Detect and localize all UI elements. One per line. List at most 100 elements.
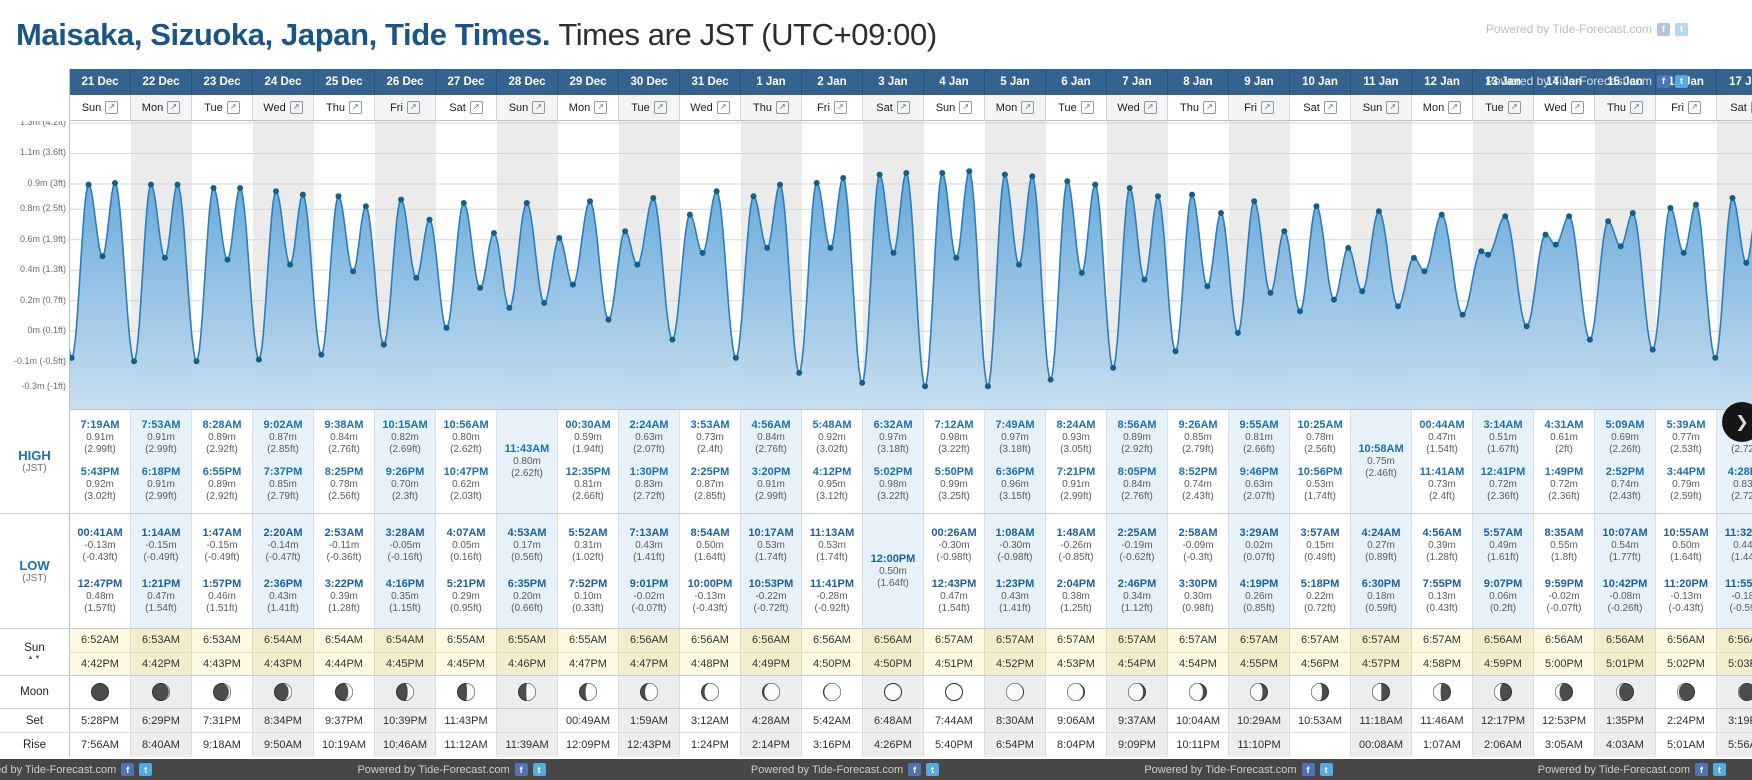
sun-row-toggle-icon[interactable]: ▲▼ [27, 655, 42, 661]
day-link[interactable]: Wed ↗ [1107, 95, 1168, 121]
facebook-icon[interactable]: f [1694, 763, 1708, 776]
facebook-icon[interactable]: f [1301, 763, 1315, 776]
day-link-label: Tue [1058, 101, 1077, 114]
day-link-label: Sun [81, 101, 102, 114]
low-tide-entry-time: 2:36PM [263, 577, 303, 590]
twitter-icon[interactable]: t [532, 763, 546, 776]
tide-point [413, 274, 420, 281]
low-cell: 2:25AM -0.19m (-0.62ft) 2:46PM 0.34m (1.12ft) [1107, 514, 1168, 628]
day-link[interactable]: Thu ↗ [741, 95, 802, 121]
low-tide-entry-time: 1:47AM [202, 527, 242, 540]
twitter-icon[interactable]: t [1319, 763, 1333, 776]
facebook-icon[interactable]: f [1657, 22, 1670, 36]
high-tide-entry-time: 4:56AM [751, 419, 791, 431]
low-cell: 5:57AM 0.49m (1.61ft) 9:07PM 0.06m (0.2ft) [1473, 514, 1534, 628]
facebook-icon[interactable]: f [1657, 74, 1670, 88]
tide-point [148, 181, 154, 188]
facebook-icon[interactable]: f [121, 763, 135, 776]
date-header-row: 21 Dec 22 Dec 23 Dec 24 Dec 25 Dec 26 Dec 27 D… [0, 69, 1752, 95]
low-tide-entry: 5:52AM 0.31m (1.02ft) [558, 527, 618, 564]
high-tide-entry-height-m: 0.95m [818, 479, 846, 490]
high-tide-entry: 12:35PM 0.81m (2.66ft) [558, 466, 618, 503]
day-link[interactable]: Sat↗ [1717, 95, 1752, 121]
twitter-icon[interactable]: t [1675, 22, 1688, 36]
sun-cell: 6:54AM 4:43PM [253, 629, 314, 675]
day-link[interactable]: Wed ↗ [680, 95, 741, 121]
day-link[interactable]: Sun ↗ [497, 95, 558, 121]
moonrise-row-label: Rise [0, 733, 70, 757]
tide-point [70, 354, 75, 361]
low-tide-row: LOW (JST) 00:41AM -0.13m (-0.43ft) 12:47PM 0.4… [0, 514, 1752, 629]
day-link[interactable]: Tue ↗ [192, 95, 253, 121]
low-tide-entry-time: 4:07AM [446, 527, 486, 540]
day-link[interactable]: Wed ↗ [1534, 95, 1595, 121]
sunset-time: 5:01PM [1595, 652, 1655, 675]
tide-point [255, 356, 262, 363]
low-tide-entry-time: 8:54AM [690, 527, 730, 540]
low-cell: 1:47AM -0.15m (-0.49ft) 1:57PM 0.46m (1.51ft) [192, 514, 253, 628]
low-tide-entry: 1:57PM 0.46m (1.51ft) [192, 578, 252, 615]
date-header: 11 Jan [1351, 69, 1412, 95]
tide-point [686, 211, 693, 218]
moonrise-time: 00:08AM [1351, 733, 1412, 757]
twitter-icon[interactable]: t [1675, 74, 1688, 88]
tide-point [796, 369, 803, 376]
twitter-icon[interactable]: t [1712, 763, 1726, 776]
day-link[interactable]: Sat↗ [863, 95, 924, 121]
sunset-time: 4:44PM [314, 652, 374, 675]
low-tide-entry-height-m: 0.54m [1611, 540, 1639, 552]
tide-point [541, 299, 548, 306]
twitter-icon[interactable]: t [139, 763, 153, 776]
day-link[interactable]: Sat↗ [436, 95, 497, 121]
low-cell: 3:29AM 0.02m (0.07ft) 4:19PM 0.26m (0.85ft) [1229, 514, 1290, 628]
day-link[interactable]: Tue ↗ [1046, 95, 1107, 121]
low-tide-entry: 3:57AM 0.15m (0.49ft) [1290, 527, 1350, 564]
high-tide-entry-height-ft: (2.92ft) [206, 491, 238, 502]
high-tide-entry: 5:50PM 0.99m (3.25ft) [924, 466, 984, 503]
day-link[interactable]: Fri ↗ [802, 95, 863, 121]
low-tide-entry-height-ft: (1.57ft) [84, 602, 116, 614]
day-link[interactable]: Mon ↗ [558, 95, 619, 121]
day-link[interactable]: Thu ↗ [1168, 95, 1229, 121]
moon-phase-icon [1311, 683, 1329, 701]
high-tide-entry-height-m: 0.92m [818, 432, 846, 443]
day-link[interactable]: Thu ↗ [1595, 95, 1656, 121]
sun-cell: 6:57AM 4:54PM [1107, 629, 1168, 675]
low-tide-entry: 5:21PM 0.29m (0.95ft) [436, 578, 496, 615]
day-link[interactable]: Wed ↗ [253, 95, 314, 121]
sun-row: Sun ▲▼ 6:52AM 4:42PM 6:53AM 4:42PM 6:53AM 4:43P… [0, 629, 1752, 676]
moonrise-time: 5:56AM [1717, 733, 1752, 757]
sunset-time: 4:49PM [741, 652, 801, 675]
tide-point [1729, 195, 1736, 201]
day-link[interactable]: Sun ↗ [70, 95, 131, 121]
day-link[interactable]: Tue ↗ [619, 95, 680, 121]
low-tide-entry: 10:53PM -0.22m (-0.72ft) [741, 578, 801, 615]
day-link[interactable]: Mon ↗ [985, 95, 1046, 121]
high-tide-entry-time: 8:56AM [1117, 419, 1157, 431]
tide-point [1552, 241, 1559, 248]
sun-cell: 6:56AM 4:50PM [802, 629, 863, 675]
high-tide-entry-height-m: 0.91m [86, 432, 114, 443]
day-link[interactable]: Sun ↗ [924, 95, 985, 121]
low-tide-entry-height-ft: (0.33ft) [572, 602, 604, 614]
day-link[interactable]: Thu ↗ [314, 95, 375, 121]
low-tide-entry-time: 5:57AM [1483, 527, 1523, 540]
facebook-icon[interactable]: f [908, 763, 922, 776]
day-link[interactable]: Tue ↗ [1473, 95, 1534, 121]
day-link[interactable]: Fri ↗ [375, 95, 436, 121]
high-tide-entry-height-ft: (2.99ft) [84, 444, 116, 455]
day-link[interactable]: Fri ↗ [1229, 95, 1290, 121]
day-link[interactable]: Fri ↗ [1656, 95, 1717, 121]
page-title: Maisaka, Sizuoka, Japan, Tide Times. Tim… [16, 17, 937, 53]
sunset-time: 4:45PM [375, 652, 435, 675]
day-link[interactable]: Sat↗ [1290, 95, 1351, 121]
day-link[interactable]: Sun ↗ [1351, 95, 1412, 121]
day-link[interactable]: Mon ↗ [1412, 95, 1473, 121]
twitter-icon[interactable]: t [926, 763, 940, 776]
high-tide-entry-height-ft: (2.72ft) [1731, 491, 1752, 502]
scroll-right-button[interactable]: ❯ [1722, 402, 1752, 442]
day-link[interactable]: Mon ↗ [131, 95, 192, 121]
low-tide-entry-height-ft: (1.44ft) [1731, 552, 1752, 564]
facebook-icon[interactable]: f [514, 763, 528, 776]
moon-cell [1351, 676, 1412, 708]
